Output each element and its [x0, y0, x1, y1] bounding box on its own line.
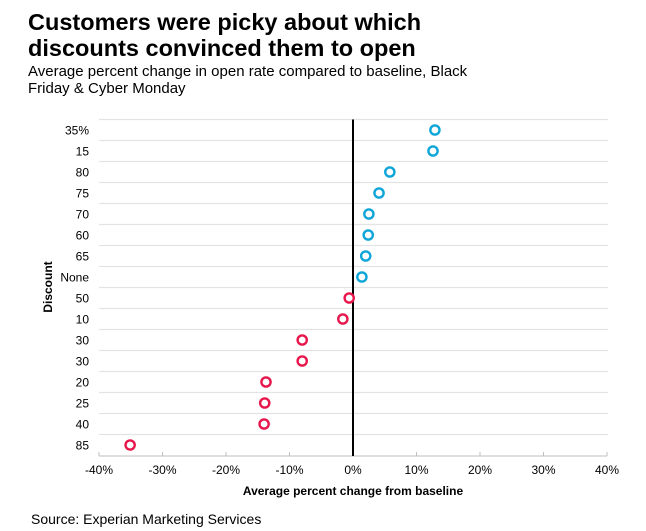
y-tick-label: 10: [76, 313, 90, 327]
y-axis-title: Discount: [41, 261, 55, 312]
chart-subtitle-line-2: Friday & Cyber Monday: [28, 80, 186, 97]
y-tick-label: 65: [76, 250, 90, 264]
y-axis-labels: 35% 15 80 75 70 60 65 None 50 10 30 30 20 25 40 85: [60, 124, 89, 453]
x-tick-label: 0%: [344, 463, 362, 477]
chart-title: Customers were picky about which discoun…: [28, 9, 628, 61]
y-tick-label: 60: [76, 229, 90, 243]
y-tick-label: 15: [76, 145, 90, 159]
y-tick-label: 30: [76, 334, 90, 348]
x-tick-label: 20%: [468, 463, 492, 477]
data-point: [373, 187, 385, 199]
chart-title-line-2: discounts convinced them to open: [28, 35, 416, 61]
y-tick-label: 20: [76, 376, 90, 390]
y-tick-label: 80: [76, 166, 90, 180]
y-tick-label: 25: [76, 397, 90, 411]
data-point: [260, 376, 272, 388]
data-point: [258, 418, 270, 430]
x-tick-label: -30%: [148, 463, 176, 477]
x-tick-label: 10%: [404, 463, 428, 477]
data-point: [384, 166, 396, 178]
data-point: [124, 439, 136, 451]
x-tick-label: -10%: [275, 463, 303, 477]
x-tick-label: 40%: [595, 463, 619, 477]
x-tick-label: 30%: [531, 463, 555, 477]
data-point: [337, 313, 349, 325]
data-point: [356, 271, 368, 283]
chart-subtitle: Average percent change in open rate comp…: [28, 63, 628, 97]
y-tick-label: 30: [76, 355, 90, 369]
data-point: [362, 229, 375, 241]
x-tick-label: -20%: [212, 463, 240, 477]
data-point: [427, 145, 439, 157]
chart-title-line-1: Customers were picky about which: [28, 9, 422, 35]
y-tick-label: None: [60, 271, 89, 285]
y-tick-label: 75: [76, 187, 90, 201]
y-tick-label: 40: [76, 418, 90, 432]
x-axis: -40% -30% -20% -10% 0% 10% 20% 30% 40%: [85, 452, 619, 477]
data-point: [296, 355, 309, 367]
y-tick-label: 35%: [65, 124, 89, 138]
data-points: [124, 124, 441, 451]
data-point: [429, 124, 441, 136]
x-axis-title: Average percent change from baseline: [243, 484, 464, 498]
data-point: [296, 334, 309, 346]
y-tick-label: 70: [76, 208, 90, 222]
data-point: [363, 208, 375, 220]
data-point: [343, 292, 355, 304]
y-tick-label: 50: [76, 292, 90, 306]
chart-subtitle-line-1: Average percent change in open rate comp…: [28, 63, 468, 80]
y-tick-label: 85: [76, 439, 90, 453]
data-point: [359, 250, 372, 262]
x-tick-label: -40%: [85, 463, 113, 477]
data-point: [258, 397, 271, 409]
source-note: Source: Experian Marketing Services: [31, 511, 262, 527]
